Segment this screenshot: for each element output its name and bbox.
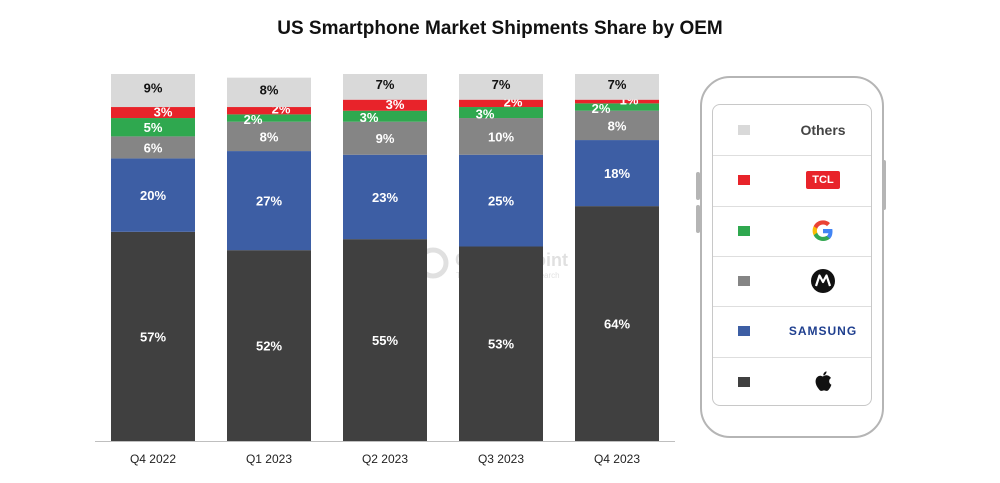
legend-item-samsung: SAMSUNG bbox=[713, 306, 871, 356]
data-label-apple-q3-2023: 53% bbox=[488, 337, 514, 352]
phone-side-button-left-2 bbox=[696, 205, 700, 233]
x-tick-label-q4-2023: Q4 2023 bbox=[594, 452, 640, 466]
data-label-motorola-q4-2022: 6% bbox=[144, 140, 163, 155]
legend-swatch-others bbox=[738, 125, 750, 136]
apple-logo-icon bbox=[773, 357, 873, 407]
chart-title: US Smartphone Market Shipments Share by … bbox=[277, 18, 723, 39]
bar-google-q2-2023 bbox=[343, 110, 427, 122]
bar-google-q4-2022 bbox=[111, 118, 195, 137]
bar-apple-q4-2023 bbox=[575, 206, 659, 441]
samsung-logo-icon: SAMSUNG bbox=[788, 324, 858, 339]
data-label-apple-q2-2023: 55% bbox=[372, 333, 398, 348]
data-label-google-q4-2023: 2% bbox=[592, 101, 611, 116]
bar-others-q4-2023 bbox=[575, 74, 659, 100]
bar-motorola-q2-2023 bbox=[343, 121, 427, 155]
legend-swatch-motorola bbox=[738, 276, 750, 287]
bar-apple-q4-2022 bbox=[111, 231, 195, 441]
bar-tcl-q4-2022 bbox=[111, 107, 195, 119]
legend-swatch-apple bbox=[738, 376, 750, 387]
bar-tcl-q1-2023 bbox=[227, 107, 311, 115]
google-logo-icon bbox=[773, 206, 873, 256]
data-label-samsung-q1-2023: 27% bbox=[256, 194, 282, 209]
data-label-samsung-q4-2022: 20% bbox=[140, 188, 166, 203]
data-label-google-q2-2023: 3% bbox=[360, 110, 379, 125]
data-label-others-q3-2023: 7% bbox=[492, 77, 511, 92]
bar-google-q3-2023 bbox=[459, 107, 543, 119]
data-label-motorola-q1-2023: 8% bbox=[260, 129, 279, 144]
bar-others-q2-2023 bbox=[343, 74, 427, 100]
stacked-bar-chart: CounterpointTechnology Market Research57… bbox=[95, 74, 675, 466]
bar-samsung-q4-2022 bbox=[111, 158, 195, 232]
data-label-samsung-q4-2023: 18% bbox=[604, 166, 630, 181]
data-label-tcl-q2-2023: 3% bbox=[386, 97, 405, 112]
data-label-motorola-q3-2023: 10% bbox=[488, 129, 514, 144]
bar-apple-q3-2023 bbox=[459, 246, 543, 441]
legend-phone-frame: Others TCL SAMSUNG bbox=[700, 76, 884, 438]
google-g-icon bbox=[812, 220, 833, 241]
data-label-others-q4-2022: 9% bbox=[144, 81, 163, 96]
legend-swatch-google bbox=[738, 225, 750, 236]
legend-item-google bbox=[713, 205, 873, 256]
bar-motorola-q1-2023 bbox=[227, 121, 311, 152]
data-label-apple-q4-2022: 57% bbox=[140, 329, 166, 344]
data-label-motorola-q2-2023: 9% bbox=[376, 131, 395, 146]
x-tick-label-q3-2023: Q3 2023 bbox=[478, 452, 524, 466]
bar-others-q3-2023 bbox=[459, 74, 543, 100]
data-label-samsung-q3-2023: 25% bbox=[488, 194, 514, 209]
bar-tcl-q4-2023 bbox=[575, 99, 659, 104]
data-label-others-q1-2023: 8% bbox=[260, 82, 279, 97]
phone-side-button-left-1 bbox=[696, 172, 700, 200]
legend-item-tcl: TCL bbox=[713, 155, 871, 205]
bar-samsung-q3-2023 bbox=[459, 154, 543, 247]
bar-apple-q2-2023 bbox=[343, 239, 427, 441]
tcl-logo-text: TCL bbox=[806, 171, 840, 190]
legend-item-others: Others bbox=[713, 105, 871, 155]
bar-samsung-q4-2023 bbox=[575, 140, 659, 207]
bar-samsung-q2-2023 bbox=[343, 154, 427, 240]
data-label-apple-q1-2023: 52% bbox=[256, 339, 282, 354]
motorola-m-icon bbox=[811, 269, 835, 294]
legend-label-others: Others bbox=[800, 122, 846, 139]
bar-motorola-q4-2023 bbox=[575, 110, 659, 141]
legend-separator bbox=[713, 256, 871, 257]
legend-separator bbox=[713, 155, 871, 157]
legend-panel: Others TCL SAMSUNG bbox=[712, 104, 872, 406]
data-label-samsung-q2-2023: 23% bbox=[372, 190, 398, 205]
phone-side-button-right bbox=[882, 160, 886, 210]
data-label-motorola-q4-2023: 8% bbox=[608, 118, 627, 133]
bar-tcl-q2-2023 bbox=[343, 99, 427, 111]
tcl-logo-icon: TCL bbox=[773, 155, 873, 205]
x-tick-label-q4-2022: Q4 2022 bbox=[130, 452, 176, 466]
legend-swatch-samsung bbox=[738, 326, 750, 337]
data-label-google-q1-2023: 2% bbox=[244, 112, 263, 127]
bar-samsung-q1-2023 bbox=[227, 151, 311, 251]
legend-separator bbox=[713, 205, 871, 207]
bar-apple-q1-2023 bbox=[227, 250, 311, 441]
data-label-tcl-q4-2022: 3% bbox=[154, 105, 173, 120]
bar-tcl-q3-2023 bbox=[459, 99, 543, 108]
bar-motorola-q3-2023 bbox=[459, 118, 543, 155]
data-label-google-q3-2023: 3% bbox=[476, 107, 495, 122]
apple-icon bbox=[815, 371, 832, 391]
motorola-logo-icon bbox=[773, 256, 873, 306]
bar-others-q4-2022 bbox=[111, 74, 195, 108]
data-label-apple-q4-2023: 64% bbox=[604, 317, 630, 332]
bar-motorola-q4-2022 bbox=[111, 136, 195, 159]
x-tick-label-q1-2023: Q1 2023 bbox=[246, 452, 292, 466]
data-label-google-q4-2022: 5% bbox=[144, 120, 163, 135]
legend-item-motorola bbox=[713, 256, 871, 306]
legend-separator bbox=[713, 306, 871, 308]
data-label-others-q4-2023: 7% bbox=[608, 77, 627, 92]
legend-swatch-tcl bbox=[738, 175, 750, 186]
legend-separator bbox=[713, 356, 871, 358]
data-label-others-q2-2023: 7% bbox=[376, 77, 395, 92]
bar-google-q1-2023 bbox=[227, 114, 311, 122]
bar-google-q4-2023 bbox=[575, 103, 659, 111]
legend-item-apple bbox=[713, 356, 873, 407]
x-tick-label-q2-2023: Q2 2023 bbox=[362, 452, 408, 466]
bar-others-q1-2023 bbox=[227, 77, 311, 108]
